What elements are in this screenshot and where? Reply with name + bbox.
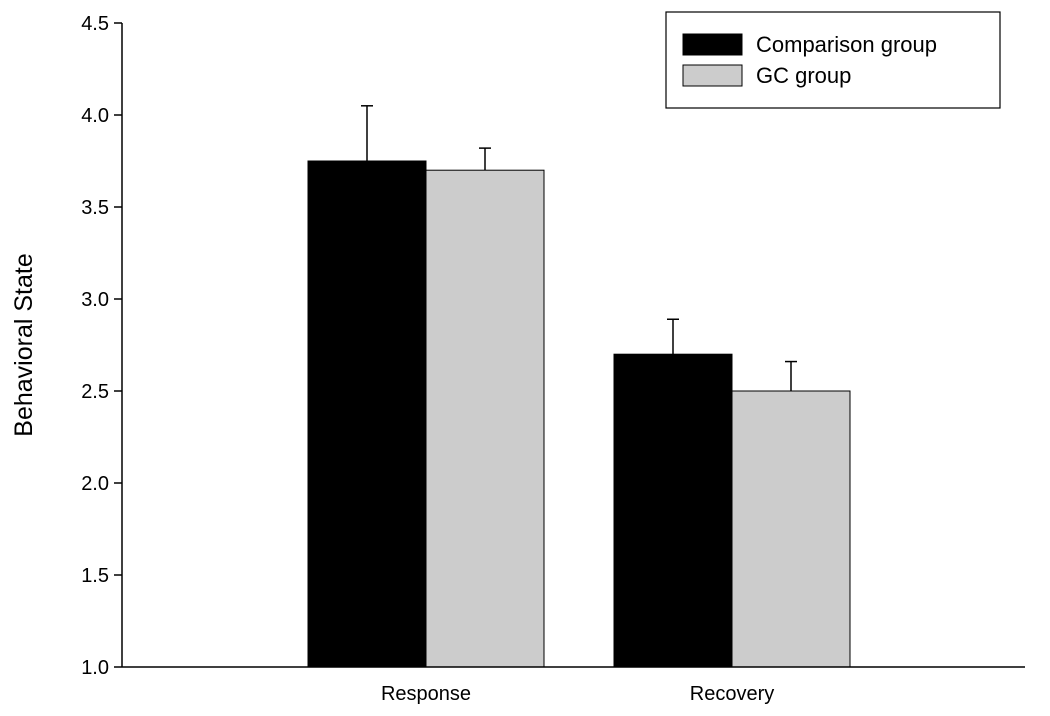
x-tick-label: Recovery <box>690 683 774 705</box>
legend: Comparison group GC group <box>665 11 1001 109</box>
legend-swatch-comparison <box>682 33 743 56</box>
y-tick-label: 4.5 <box>81 13 109 35</box>
y-axis-title: Behavioral State <box>10 253 38 436</box>
bar-recovery-comparison <box>613 353 733 668</box>
y-tick-label: 3.5 <box>81 197 109 219</box>
y-tick-label: 2.0 <box>81 473 109 495</box>
bar-recovery-gc <box>731 390 851 668</box>
x-tick-labels: Response Recovery <box>381 683 774 705</box>
legend-label-comparison: Comparison group <box>756 32 937 57</box>
y-tick-label: 3.0 <box>81 289 109 311</box>
legend-label-gc: GC group <box>756 63 851 88</box>
legend-box <box>665 11 1001 109</box>
bars-layer <box>307 160 851 668</box>
y-tick-label: 2.5 <box>81 381 109 403</box>
y-ticks: 1.0 1.5 2.0 2.5 3.0 3.5 4.0 4.5 <box>81 13 122 679</box>
y-tick-label: 1.0 <box>81 657 109 679</box>
bar-response-gc <box>425 169 545 668</box>
bar-response-comparison <box>307 160 427 668</box>
y-tick-label: 4.0 <box>81 105 109 127</box>
error-bars-layer <box>361 105 797 391</box>
legend-swatch-gc <box>682 64 743 87</box>
y-tick-label: 1.5 <box>81 565 109 587</box>
x-tick-label: Response <box>381 683 471 705</box>
